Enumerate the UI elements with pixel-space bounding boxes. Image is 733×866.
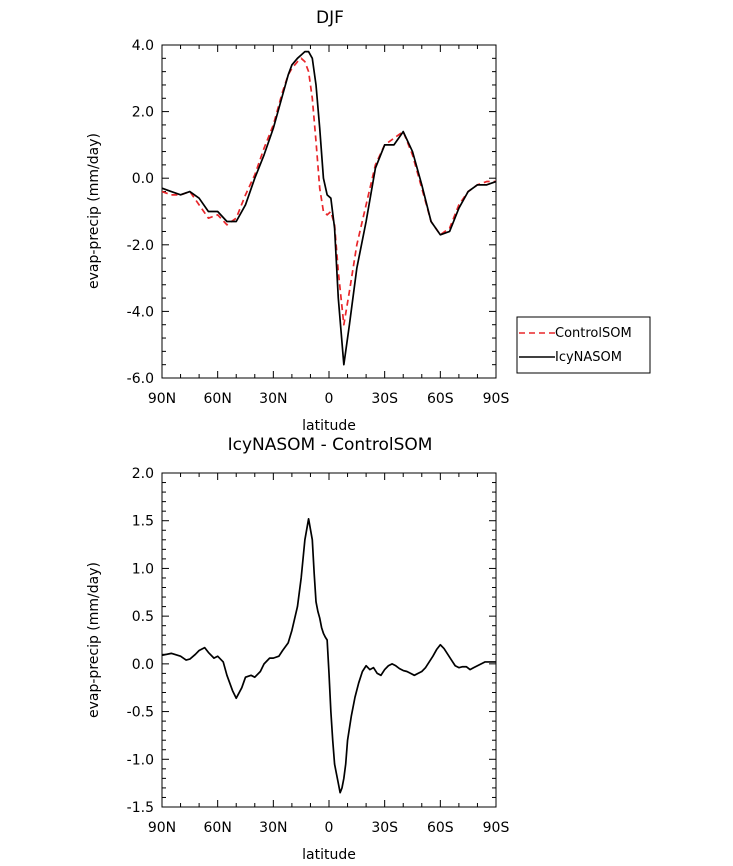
y-tick-label: -2.0 [127,238,154,254]
y-tick-label: -6.0 [127,371,154,387]
y-axis-title: evap-precip (mm/day) [86,133,102,289]
y-tick-label: 4.0 [132,38,154,54]
x-axis-title: latitude [302,847,356,863]
x-axis-title: latitude [302,418,356,434]
x-tick-label: 30N [259,391,287,407]
x-tick-label: 90N [148,391,176,407]
series-lines [161,50,497,366]
y-tick-label: 0.0 [132,657,154,673]
x-tick-label: 60N [204,820,232,836]
y-tick-label: -1.0 [127,752,154,768]
legend-box [516,316,651,374]
x-axis: 90N 60N 30N 0 30S 60S 90S [148,473,510,836]
legend-label-controlsom: ControlSOM [555,326,632,341]
y-axis: -1.5 -1.0 -0.5 0.0 0.5 1.0 1.5 2.0 [127,466,496,816]
x-tick-label: 90N [148,820,176,836]
x-tick-label: 0 [325,391,334,407]
y-tick-label: 1.5 [132,514,154,530]
y-tick-label: 2.0 [132,466,154,482]
series-line-controlsom [161,57,496,326]
y-tick-label: 0.5 [132,609,154,625]
x-tick-label: 30S [371,820,398,836]
y-tick-label: 2.0 [132,105,154,121]
series-line-icynasom [161,50,497,366]
x-tick-label: 90S [483,820,510,836]
x-tick-label: 0 [325,820,334,836]
y-tick-label: -0.5 [127,705,154,721]
chart-title: IcyNASOM - ControlSOM [228,435,433,455]
y-tick-label: 1.0 [132,561,154,577]
chart-title: DJF [316,8,344,28]
y-tick-label: 0.0 [132,171,154,187]
x-tick-label: 60N [204,391,232,407]
x-tick-label: 30N [259,820,287,836]
y-tick-label: -1.5 [127,800,154,816]
series-lines [161,517,496,794]
y-axis-title: evap-precip (mm/day) [86,562,102,718]
x-tick-label: 60S [427,391,454,407]
y-tick-label: -4.0 [127,304,154,320]
chart-difference: IcyNASOM - ControlSOM -1.5 -1.0 -0.5 0.0 0.5… [86,435,509,863]
plot-frame [161,472,497,808]
x-tick-label: 30S [371,391,398,407]
series-line [161,517,496,794]
legend-label-icynasom: IcyNASOM [555,350,622,365]
x-tick-label: 90S [483,391,510,407]
x-tick-label: 60S [427,820,454,836]
chart-djf: DJF -6.0 -4.0 -2.0 0.0 2.0 4.0 90N 60N 30N 0 30S 6… [86,8,651,434]
legend: ControlSOM IcyNASOM [516,316,651,374]
y-axis: -6.0 -4.0 -2.0 0.0 2.0 4.0 [127,38,496,387]
x-axis: 90N 60N 30N 0 30S 60S 90S [148,45,510,407]
